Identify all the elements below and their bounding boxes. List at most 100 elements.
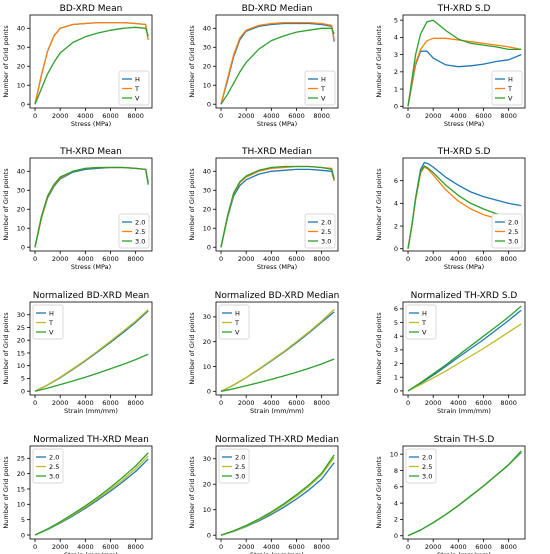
legend-label: 2.0: [135, 218, 145, 226]
subplot-10: Normalized TH-XRD Mean 0 2000 4000 6000 8000 0…: [2, 435, 153, 554]
y-axis-label: Number of Grid points: [188, 312, 196, 385]
x-tick-label: 8000: [313, 543, 330, 551]
x-tick-label: 4000: [77, 112, 94, 120]
x-tick-label: 2000: [238, 112, 255, 120]
y-axis-label: Number of Grid points: [375, 312, 383, 385]
y-axis-label: Number of Grid points: [188, 456, 196, 529]
y-tick-label: 30: [17, 44, 25, 52]
legend-label: V: [508, 94, 513, 102]
legend-label: 2.5: [422, 463, 432, 471]
legend-label: 2.0: [321, 218, 331, 226]
legend: HTV: [32, 304, 64, 340]
x-axis-label: Stress (MPa): [444, 120, 484, 128]
x-tick-label: 2000: [52, 543, 69, 551]
chart-title: BD-XRD Mean: [60, 4, 123, 14]
legend-label: 3.0: [508, 237, 518, 245]
series-line-V: [407, 19, 522, 107]
series-line-H: [407, 309, 522, 392]
legend-label: 2.0: [235, 453, 245, 461]
y-tick-label: 0: [21, 531, 25, 539]
x-tick-label: 4000: [450, 112, 467, 120]
y-tick-label: 20: [17, 206, 25, 214]
x-tick-label: 8000: [127, 543, 144, 551]
y-axis-label: Number of Grid points: [375, 168, 383, 241]
y-tick-label: 1: [394, 85, 398, 93]
y-tick-label: 20: [203, 206, 211, 214]
x-tick-label: 8000: [313, 255, 330, 263]
y-tick-label: 10: [203, 225, 211, 233]
series-line-3.0: [220, 454, 335, 536]
y-tick-label: 1: [394, 374, 398, 382]
y-tick-label: 4: [394, 499, 398, 507]
x-tick-label: 0: [406, 112, 410, 120]
y-tick-label: 40: [17, 168, 25, 176]
x-tick-label: 6000: [102, 112, 119, 120]
y-tick-label: 10: [203, 82, 211, 90]
y-tick-label: 30: [203, 455, 211, 463]
y-axis-label: Number of Grid points: [2, 456, 10, 529]
x-tick-label: 6000: [288, 255, 305, 263]
chart-title: Strain TH-S.D: [434, 435, 495, 445]
legend: 2.0 2.53.0: [491, 213, 523, 249]
x-tick-label: 4000: [263, 543, 280, 551]
subplot-12: Strain TH-S.D 0 2000 4000 6000 8000 0 2 4 6 8 10 Str…: [375, 435, 526, 554]
chart-title: Normalized BD-XRD Mean: [33, 291, 150, 301]
y-tick-label: 20: [203, 338, 211, 346]
legend-label: 2.5: [49, 463, 59, 471]
x-tick-label: 0: [219, 112, 223, 120]
series-line-3.0: [34, 452, 149, 536]
x-tick-label: 0: [33, 399, 37, 407]
x-axis-label: Stress (MPa): [71, 120, 111, 128]
y-tick-label: 0: [207, 388, 211, 396]
x-tick-label: 6000: [288, 543, 305, 551]
y-tick-label: 25: [17, 324, 25, 332]
series-line-T: [34, 21, 149, 105]
x-tick-label: 8000: [500, 399, 517, 407]
y-axis-label: Number of Grid points: [375, 25, 383, 98]
y-tick-label: 2: [394, 68, 398, 76]
legend-label: T: [134, 85, 139, 93]
y-tick-label: 0: [394, 532, 398, 540]
y-tick-label: 2: [394, 360, 398, 368]
y-tick-label: 6: [394, 483, 398, 491]
x-tick-label: 6000: [475, 399, 492, 407]
legend-label: H: [49, 309, 54, 317]
y-tick-label: 40: [17, 25, 25, 33]
y-tick-label: 5: [21, 516, 25, 524]
legend-label: H: [135, 75, 140, 83]
legend-label: V: [321, 94, 326, 102]
series-line-T: [220, 21, 335, 105]
x-tick-label: 2000: [425, 112, 442, 120]
chart-title: TH-XRD Median: [241, 147, 312, 157]
series-line-3.0: [34, 166, 149, 248]
legend-label: 3.0: [135, 237, 145, 245]
legend-label: 3.0: [235, 472, 245, 480]
y-tick-label: 4: [394, 200, 398, 208]
x-tick-label: 2000: [52, 112, 69, 120]
y-tick-label: 30: [203, 313, 211, 321]
x-tick-label: 0: [406, 543, 410, 551]
legend-label: 2.0: [422, 453, 432, 461]
y-tick-label: 0: [394, 103, 398, 111]
x-tick-label: 8000: [127, 112, 144, 120]
subplot-9: Normalized TH-XRD S.D 0 2000 4000 6000 8000 0 1…: [375, 291, 526, 415]
legend-label: T: [507, 85, 512, 93]
y-tick-label: 6: [394, 305, 398, 313]
x-tick-label: 6000: [102, 399, 119, 407]
y-axis-label: Number of Grid points: [375, 456, 383, 529]
y-tick-label: 0: [394, 245, 398, 253]
y-tick-label: 30: [203, 187, 211, 195]
chart-title: TH-XRD Mean: [59, 147, 122, 157]
x-tick-label: 4000: [77, 255, 94, 263]
subplot-6: TH-XRD S.D 0 2000 4000 6000 8000 0 2 4 6 Stress (M…: [375, 147, 526, 271]
subplot-2: BD-XRD Median 0 2000 4000 6000 8000 0 10 20 30 40 S…: [188, 4, 339, 128]
legend-label: H: [508, 75, 513, 83]
x-axis-label: Stress (MPa): [71, 263, 111, 271]
y-tick-label: 0: [21, 101, 25, 109]
legend-label: H: [235, 309, 240, 317]
x-tick-label: 6000: [288, 399, 305, 407]
y-axis-label: Number of Grid points: [2, 25, 10, 98]
x-tick-label: 4000: [450, 543, 467, 551]
chart-title: TH-XRD S.D: [437, 147, 491, 157]
chart-title: Normalized TH-XRD Mean: [33, 435, 149, 445]
